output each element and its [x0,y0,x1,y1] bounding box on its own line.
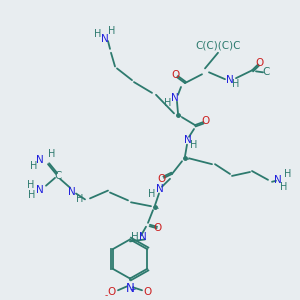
Text: O: O [256,58,264,68]
Text: H: H [108,26,116,36]
Text: N: N [36,184,44,195]
Text: N: N [274,175,282,185]
Text: H: H [280,182,288,192]
Text: H: H [131,232,139,242]
Text: N: N [184,135,192,145]
Text: O: O [108,287,116,297]
Text: H: H [164,98,172,108]
Text: N: N [139,232,147,242]
Text: O: O [171,70,179,80]
Text: N: N [68,187,76,196]
Text: O: O [201,116,209,126]
Text: H: H [27,180,35,190]
Text: C: C [54,171,62,181]
Text: O: O [158,174,166,184]
Text: H: H [76,194,84,204]
Text: O: O [144,287,152,297]
Text: H: H [232,79,240,89]
Text: N: N [101,34,109,44]
Text: N: N [156,184,164,194]
Text: H: H [30,161,38,171]
Text: C(C)(C)C: C(C)(C)C [195,41,241,51]
Text: H: H [284,169,292,179]
Text: C: C [262,67,270,77]
Text: +: + [129,285,135,294]
Text: N: N [171,93,179,103]
Text: -: - [104,292,108,300]
Text: H: H [48,149,56,159]
Text: H: H [28,190,36,200]
Text: N: N [226,75,234,85]
Text: O: O [154,223,162,233]
Text: N: N [36,155,44,165]
Text: H: H [148,188,156,199]
Text: H: H [94,29,102,39]
Text: H: H [190,140,198,150]
Text: N: N [126,282,134,295]
